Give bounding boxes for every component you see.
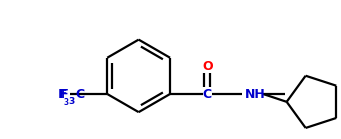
Text: NH: NH [244, 87, 265, 100]
Text: O: O [202, 60, 212, 73]
Text: 3: 3 [63, 98, 68, 107]
Text: F: F [61, 87, 68, 100]
Text: C: C [203, 87, 212, 100]
Text: 3: 3 [68, 97, 74, 106]
Text: F: F [59, 87, 67, 100]
Text: F: F [58, 87, 67, 100]
Text: C: C [75, 87, 84, 100]
